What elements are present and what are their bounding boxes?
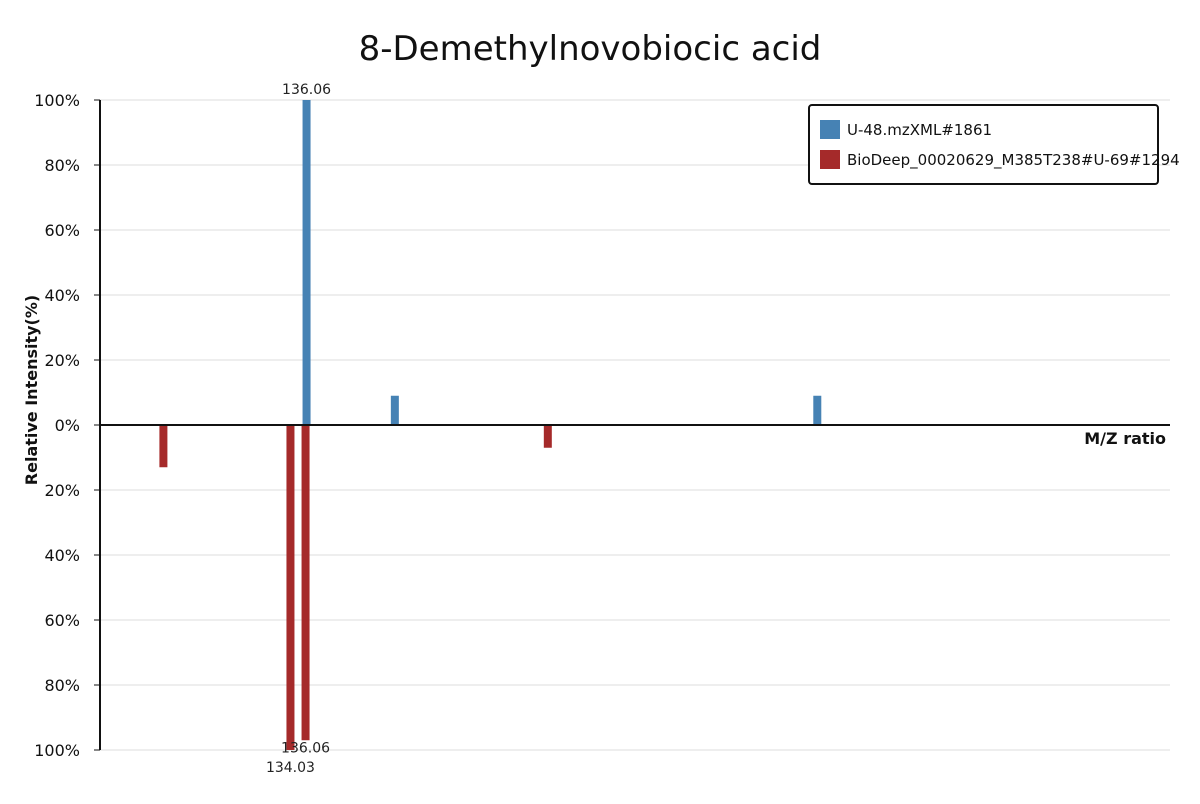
- peak-bar-s1-3: [543, 425, 552, 448]
- y-axis-label: Relative Intensity(%): [22, 295, 41, 485]
- peak-bar-s1-0: [159, 425, 168, 468]
- legend-swatch-0: [820, 120, 840, 139]
- peak-label-s1-1: 134.03: [266, 760, 315, 776]
- bar-layer: [159, 100, 822, 750]
- peak-bar-s0-1: [390, 395, 399, 425]
- y-tick-label-bottom-1: 40%: [44, 546, 80, 565]
- axis-layer: [94, 99, 1170, 751]
- legend-box: [808, 104, 1159, 185]
- y-tick-label-top-2: 60%: [44, 221, 80, 240]
- label-layer: 100% 80% 60% 40% 20% 0% 20% 40% 60% 80% 100% 136.06…: [34, 82, 331, 776]
- y-tick-label-bottom-4: 100%: [34, 741, 80, 760]
- peak-bar-s0-2: [813, 395, 822, 425]
- legend-label-1: BioDeep_00020629_M385T238#U-69#1294: [847, 151, 1180, 170]
- peak-label-s0-0: 136.06: [282, 82, 331, 98]
- y-tick-label-top-5: 0%: [55, 416, 80, 435]
- y-tick-label-top-1: 80%: [44, 156, 80, 175]
- peak-bar-s0-0: [302, 100, 311, 425]
- peak-bar-s1-2: [301, 425, 310, 741]
- legend-swatch-1: [820, 150, 840, 169]
- x-axis-label: M/Z ratio: [1084, 429, 1166, 448]
- peak-label-s1-2: 136.06: [281, 740, 330, 756]
- legend-label-0: U-48.mzXML#1861: [847, 121, 992, 139]
- y-tick-label-top-3: 40%: [44, 286, 80, 305]
- legend: U-48.mzXML#1861 BioDeep_00020629_M385T23…: [808, 104, 1180, 185]
- y-tick-label-top-0: 100%: [34, 91, 80, 110]
- peak-bar-s1-1: [286, 425, 295, 750]
- y-tick-label-top-4: 20%: [44, 351, 80, 370]
- chart-title: 8-Demethylnovobiocic acid: [359, 29, 822, 69]
- y-tick-label-bottom-3: 80%: [44, 676, 80, 695]
- y-tick-label-bottom-0: 20%: [44, 481, 80, 500]
- y-tick-label-bottom-2: 60%: [44, 611, 80, 630]
